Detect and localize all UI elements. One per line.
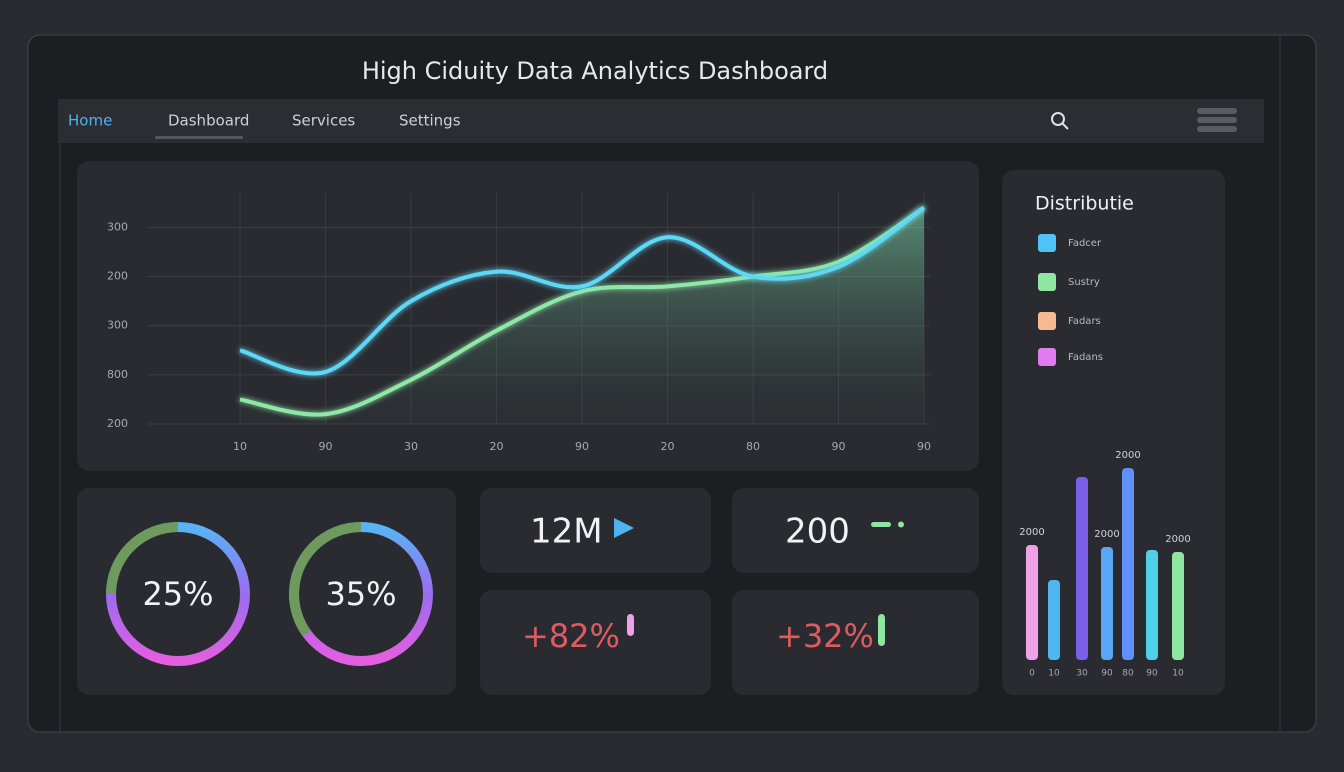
stat-card	[480, 488, 711, 573]
y-tick-label: 200	[107, 417, 128, 430]
stat-value: 200	[785, 512, 850, 552]
x-tick-label: 10	[1048, 669, 1060, 679]
legend-label: Fadcer	[1068, 238, 1102, 249]
legend-swatch	[1038, 312, 1056, 330]
nav-item[interactable]: Services	[292, 112, 355, 130]
x-tick-label: 30	[1076, 669, 1088, 679]
nav-item[interactable]: Home	[68, 112, 112, 130]
y-tick-label: 300	[107, 220, 128, 233]
x-tick-label: 10	[1172, 669, 1184, 679]
x-tick-label: 80	[746, 440, 760, 453]
legend-label: Sustry	[1068, 277, 1100, 288]
x-tick-label: 0	[1029, 669, 1035, 679]
donut-label: 35%	[325, 575, 396, 613]
bar	[1122, 468, 1134, 660]
y-tick-label: 200	[107, 270, 128, 283]
nav-underline	[155, 136, 243, 139]
bar-annotation: 2000	[1094, 529, 1119, 540]
x-tick-label: 20	[490, 440, 504, 453]
bar	[1172, 552, 1184, 660]
donut-panel	[77, 488, 456, 695]
x-tick-label: 30	[404, 440, 418, 453]
stat-card	[732, 488, 979, 573]
legend-swatch	[1038, 273, 1056, 291]
nav-item[interactable]: Settings	[399, 112, 461, 130]
area	[240, 207, 924, 424]
legend-swatch	[1038, 348, 1056, 366]
donut-arc	[106, 522, 250, 666]
x-tick-label: 20	[661, 440, 675, 453]
bar-annotation: 2000	[1019, 527, 1044, 538]
x-tick-label: 90	[575, 440, 589, 453]
y-tick-label: 300	[107, 319, 128, 332]
stat-value: +82%	[522, 617, 620, 655]
x-tick-label: 10	[233, 440, 247, 453]
bar	[1076, 477, 1088, 660]
x-tick-label: 90	[832, 440, 846, 453]
bar	[1101, 547, 1113, 660]
stat-value: 12M	[530, 512, 603, 552]
indicator	[871, 522, 891, 527]
bar-annotation: 2000	[1115, 450, 1140, 461]
stat-value: +32%	[776, 617, 874, 655]
donut-arc	[289, 522, 433, 666]
play-icon	[614, 518, 634, 538]
legend-label: Fadars	[1068, 316, 1101, 327]
nav-item[interactable]: Dashboard	[168, 112, 249, 130]
line	[239, 206, 926, 376]
bar	[1026, 545, 1038, 660]
indicator	[898, 521, 904, 528]
indicator	[627, 614, 634, 636]
bar	[1048, 580, 1060, 660]
menu-icon[interactable]	[1197, 108, 1237, 132]
legend-label: Fadans	[1068, 352, 1103, 363]
bar-annotation: 2000	[1165, 534, 1190, 545]
search-icon[interactable]	[1051, 112, 1069, 130]
x-tick-label: 90	[1146, 669, 1158, 679]
distribution-title: Distributie	[1035, 193, 1134, 215]
bar	[1146, 550, 1158, 660]
title: High Ciduity Data Analytics Dashboard	[362, 57, 828, 85]
x-tick-label: 90	[1101, 669, 1113, 679]
indicator	[878, 614, 885, 646]
x-tick-label: 90	[319, 440, 333, 453]
x-tick-label: 90	[917, 440, 931, 453]
legend-swatch	[1038, 234, 1056, 252]
stat-card	[732, 590, 979, 695]
distribution-panel	[1002, 170, 1225, 695]
line	[239, 206, 926, 417]
y-tick-label: 800	[107, 368, 128, 381]
stat-card	[480, 590, 711, 695]
x-tick-label: 80	[1122, 669, 1134, 679]
donut-label: 25%	[142, 575, 213, 613]
